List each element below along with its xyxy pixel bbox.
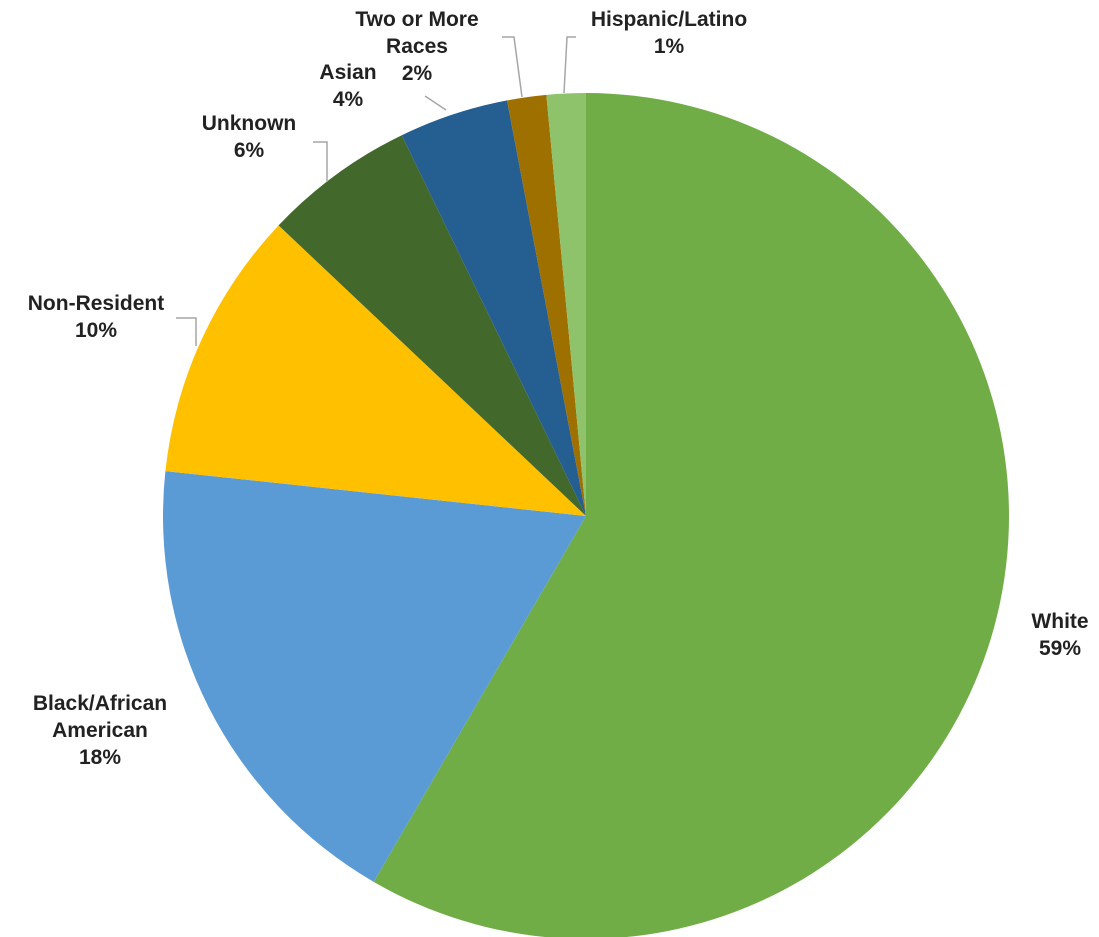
slice-percent-label: 4% xyxy=(333,88,364,111)
slice-percent-label: 10% xyxy=(75,319,117,342)
slice-name-label: White xyxy=(1031,610,1088,633)
slice-label: Black/African American 18% xyxy=(33,692,167,769)
slice-name-label: Races xyxy=(386,35,448,58)
pie-slice-hispanic-latino xyxy=(546,93,586,516)
leader-line xyxy=(502,36,523,98)
slice-name-label: Unknown xyxy=(202,112,297,135)
pie-slice-two-or-more-races xyxy=(507,94,586,517)
slice-percent-label: 18% xyxy=(79,746,121,769)
slice-percent-label: 2% xyxy=(402,62,433,85)
slice-label: Asian 4% xyxy=(319,61,376,111)
pie-slice-non-resident xyxy=(165,225,586,516)
pie-slice-unknown xyxy=(278,135,586,516)
slice-label: Non-Resident 10% xyxy=(28,292,165,342)
slice-label: White 59% xyxy=(1031,610,1088,660)
pie-slices xyxy=(162,93,1009,937)
slice-name-label: American xyxy=(52,719,148,742)
slice-percent-label: 1% xyxy=(654,35,685,58)
pie-slice-white xyxy=(373,93,1009,937)
slice-name-label: Hispanic/Latino xyxy=(591,8,747,31)
leader-line xyxy=(313,141,328,182)
slice-labels: White 59% Black/African American 18% Non-Resi… xyxy=(28,8,1089,769)
leader-lines xyxy=(176,36,576,346)
slice-label: Unknown 6% xyxy=(202,112,297,162)
slice-label: Two or More Races 2% xyxy=(355,8,478,85)
pie-slice-asian xyxy=(401,100,586,517)
leader-line xyxy=(563,36,576,94)
slice-percent-label: 59% xyxy=(1039,637,1081,660)
slice-name-label: Non-Resident xyxy=(28,292,165,315)
leader-line xyxy=(424,95,447,111)
slice-percent-label: 6% xyxy=(234,139,265,162)
slice-name-label: Two or More xyxy=(355,8,478,31)
pie-slice-black-african-american xyxy=(162,471,586,882)
leader-line xyxy=(176,317,197,346)
slice-name-label: Asian xyxy=(319,61,376,84)
slice-name-label: Black/African xyxy=(33,692,167,715)
slice-label: Hispanic/Latino 1% xyxy=(591,8,747,58)
